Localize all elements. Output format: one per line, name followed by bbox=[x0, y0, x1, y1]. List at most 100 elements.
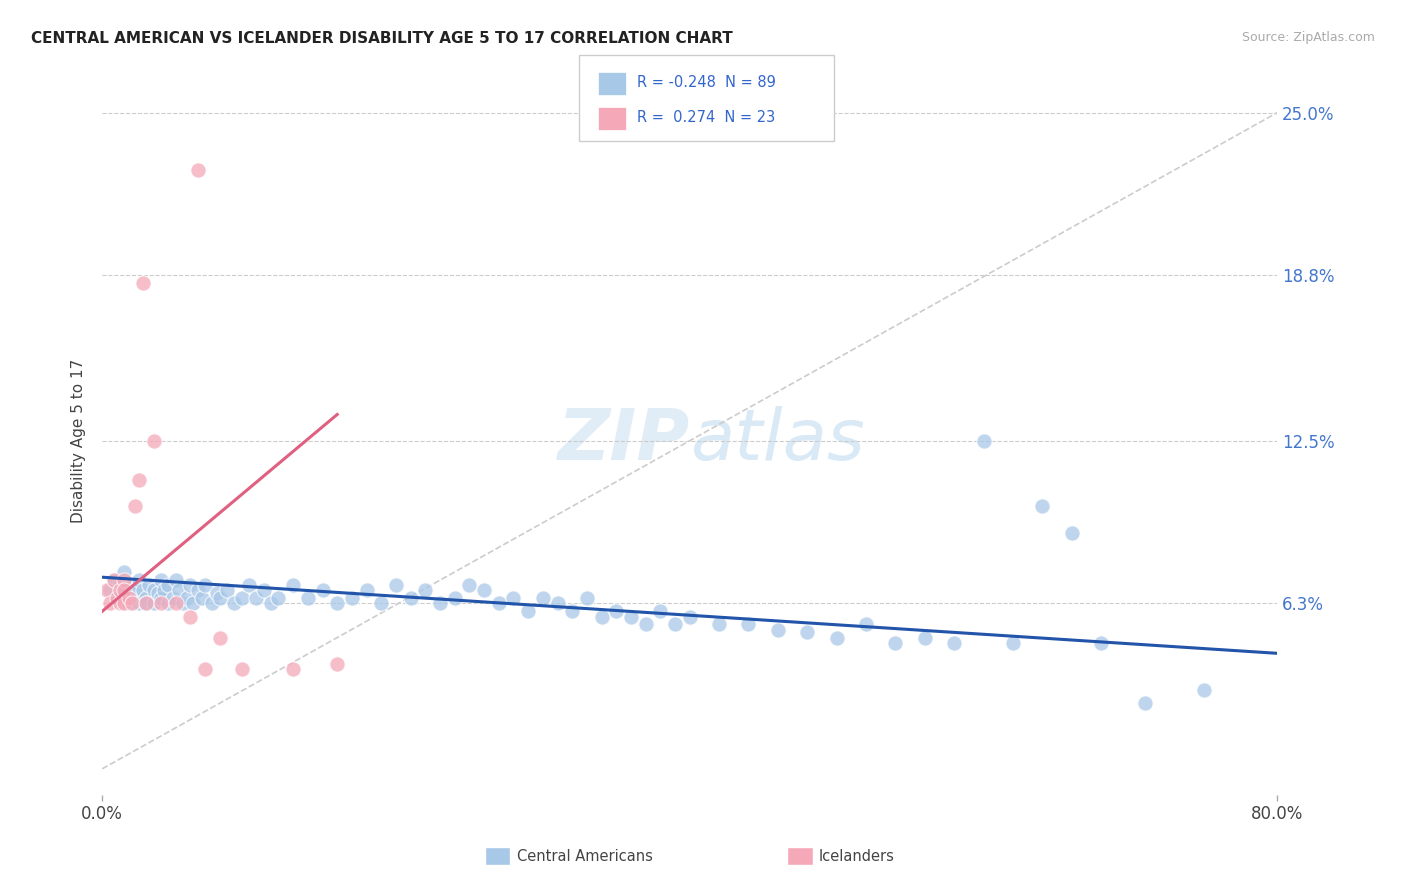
Point bbox=[766, 623, 789, 637]
Point bbox=[187, 583, 209, 598]
Point bbox=[135, 591, 157, 606]
Point bbox=[283, 578, 305, 592]
Point bbox=[737, 617, 759, 632]
Point bbox=[707, 617, 730, 632]
Point bbox=[973, 434, 995, 448]
Point bbox=[103, 573, 125, 587]
Point bbox=[914, 631, 936, 645]
Point bbox=[146, 586, 169, 600]
Point bbox=[326, 657, 349, 671]
Point bbox=[181, 597, 204, 611]
Point bbox=[128, 473, 150, 487]
Point bbox=[179, 578, 201, 592]
Point bbox=[157, 578, 180, 592]
Point bbox=[561, 604, 583, 618]
Point bbox=[108, 597, 131, 611]
Point bbox=[108, 578, 131, 592]
Point bbox=[340, 591, 363, 606]
Point bbox=[121, 597, 143, 611]
Point bbox=[132, 277, 155, 291]
Point bbox=[135, 597, 157, 611]
Point bbox=[531, 591, 554, 606]
Point bbox=[575, 591, 598, 606]
Point bbox=[157, 597, 180, 611]
Text: atlas: atlas bbox=[690, 406, 865, 475]
Point bbox=[112, 565, 135, 579]
Point bbox=[664, 617, 686, 632]
Point bbox=[415, 583, 437, 598]
Point bbox=[103, 573, 125, 587]
Text: R = -0.248  N = 89: R = -0.248 N = 89 bbox=[637, 75, 776, 89]
Point bbox=[620, 609, 643, 624]
Point bbox=[429, 597, 451, 611]
Point bbox=[679, 609, 702, 624]
Point bbox=[370, 597, 392, 611]
Point bbox=[245, 591, 267, 606]
Point bbox=[142, 583, 165, 598]
Point bbox=[224, 597, 246, 611]
Point bbox=[149, 591, 172, 606]
Point bbox=[153, 583, 176, 598]
Point bbox=[201, 597, 224, 611]
Point bbox=[149, 573, 172, 587]
Point bbox=[118, 591, 141, 606]
Point bbox=[443, 591, 465, 606]
Point bbox=[1060, 525, 1083, 540]
Point bbox=[943, 636, 966, 650]
Point bbox=[488, 597, 510, 611]
Point bbox=[267, 591, 290, 606]
Point bbox=[855, 617, 877, 632]
Point bbox=[179, 609, 201, 624]
Text: Source: ZipAtlas.com: Source: ZipAtlas.com bbox=[1241, 31, 1375, 45]
Point bbox=[105, 591, 128, 606]
Point bbox=[142, 434, 165, 448]
Point bbox=[472, 583, 495, 598]
Point bbox=[191, 591, 214, 606]
Point bbox=[128, 573, 150, 587]
Point bbox=[399, 591, 422, 606]
Point bbox=[124, 583, 146, 598]
Point bbox=[105, 591, 128, 606]
Point bbox=[194, 662, 217, 676]
Y-axis label: Disability Age 5 to 17: Disability Age 5 to 17 bbox=[72, 359, 86, 523]
Point bbox=[138, 578, 160, 592]
Text: Icelanders: Icelanders bbox=[818, 849, 894, 863]
Text: R =  0.274  N = 23: R = 0.274 N = 23 bbox=[637, 110, 775, 125]
Text: CENTRAL AMERICAN VS ICELANDER DISABILITY AGE 5 TO 17 CORRELATION CHART: CENTRAL AMERICAN VS ICELANDER DISABILITY… bbox=[31, 31, 733, 46]
Point bbox=[605, 604, 627, 618]
Point bbox=[124, 500, 146, 514]
Point bbox=[165, 573, 187, 587]
Point bbox=[591, 609, 613, 624]
Point bbox=[458, 578, 481, 592]
Point bbox=[231, 591, 253, 606]
Point bbox=[208, 631, 231, 645]
Point bbox=[112, 573, 135, 587]
Point bbox=[208, 591, 231, 606]
Point bbox=[1192, 683, 1215, 698]
Point bbox=[112, 597, 135, 611]
Point bbox=[502, 591, 524, 606]
Point bbox=[297, 591, 319, 606]
Point bbox=[108, 583, 131, 598]
Point bbox=[356, 583, 378, 598]
Point bbox=[231, 662, 253, 676]
Point bbox=[796, 625, 818, 640]
Text: Central Americans: Central Americans bbox=[517, 849, 654, 863]
Point bbox=[253, 583, 276, 598]
Point bbox=[205, 586, 228, 600]
Point bbox=[1031, 500, 1053, 514]
Point bbox=[96, 583, 118, 598]
Point bbox=[1090, 636, 1112, 650]
Point bbox=[165, 597, 187, 611]
Point bbox=[517, 604, 540, 618]
Point bbox=[1001, 636, 1024, 650]
Point bbox=[187, 163, 209, 178]
Point bbox=[385, 578, 408, 592]
Point bbox=[547, 597, 569, 611]
Point bbox=[1133, 696, 1156, 710]
Point bbox=[215, 583, 238, 598]
Point bbox=[634, 617, 657, 632]
Point bbox=[121, 578, 143, 592]
Point bbox=[149, 597, 172, 611]
Point bbox=[172, 597, 194, 611]
